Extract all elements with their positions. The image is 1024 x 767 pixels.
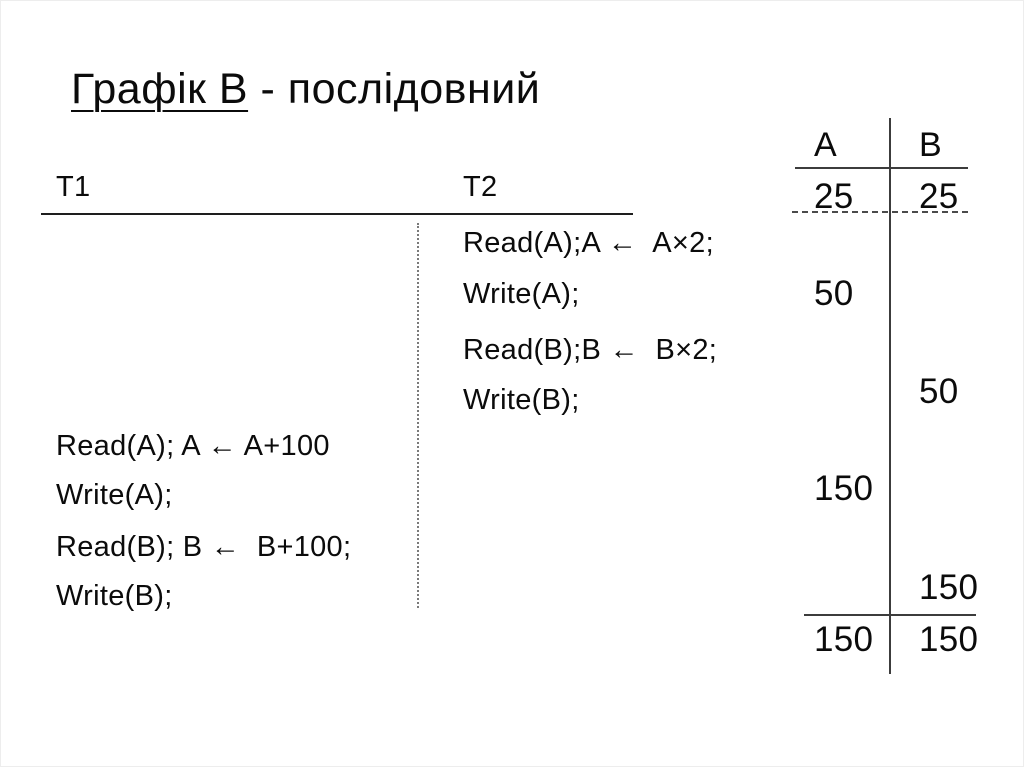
values-column-b-header: B [919,126,942,164]
transaction-t1-header: T1 [56,171,91,203]
schedule-column-divider [417,223,419,608]
value-b-final: 150 [919,620,979,659]
slide-title: Графік В - послідовний [71,65,540,114]
value-b-after-t2-write-b: 50 [919,372,959,411]
t2-statement-read-a: Read(A);A ← A×2; [463,227,714,259]
transaction-t2-header: T2 [463,171,498,203]
values-table-header-rule [795,167,968,169]
t1-statement-write-b: Write(B); [56,580,173,612]
title-underlined-part: Графік В [71,65,249,113]
t2-statement-read-b: Read(B);B ← B×2; [463,334,718,366]
title-rest-part: - послідовний [248,65,541,113]
t1-statement-write-a: Write(A); [56,479,173,511]
t1-statement-read-a: Read(A); A ← A+100 [56,430,330,462]
t2-statement-write-b: Write(B); [463,384,580,416]
schedule-header-rule [41,213,633,215]
value-b-initial: 25 [919,177,959,216]
values-column-a-header: A [814,126,837,164]
value-b-after-t1-write-b: 150 [919,568,979,607]
t2-statement-write-a: Write(A); [463,278,580,310]
values-table-initial-dashed-rule [792,211,968,213]
t1-statement-read-b: Read(B); B ← B+100; [56,531,352,563]
value-a-final: 150 [814,620,874,659]
value-a-initial: 25 [814,177,854,216]
value-a-after-t2-write-a: 50 [814,274,854,313]
value-a-after-t1-write-a: 150 [814,469,874,508]
values-table-final-rule [804,614,976,616]
values-table-vertical-rule [889,118,891,674]
